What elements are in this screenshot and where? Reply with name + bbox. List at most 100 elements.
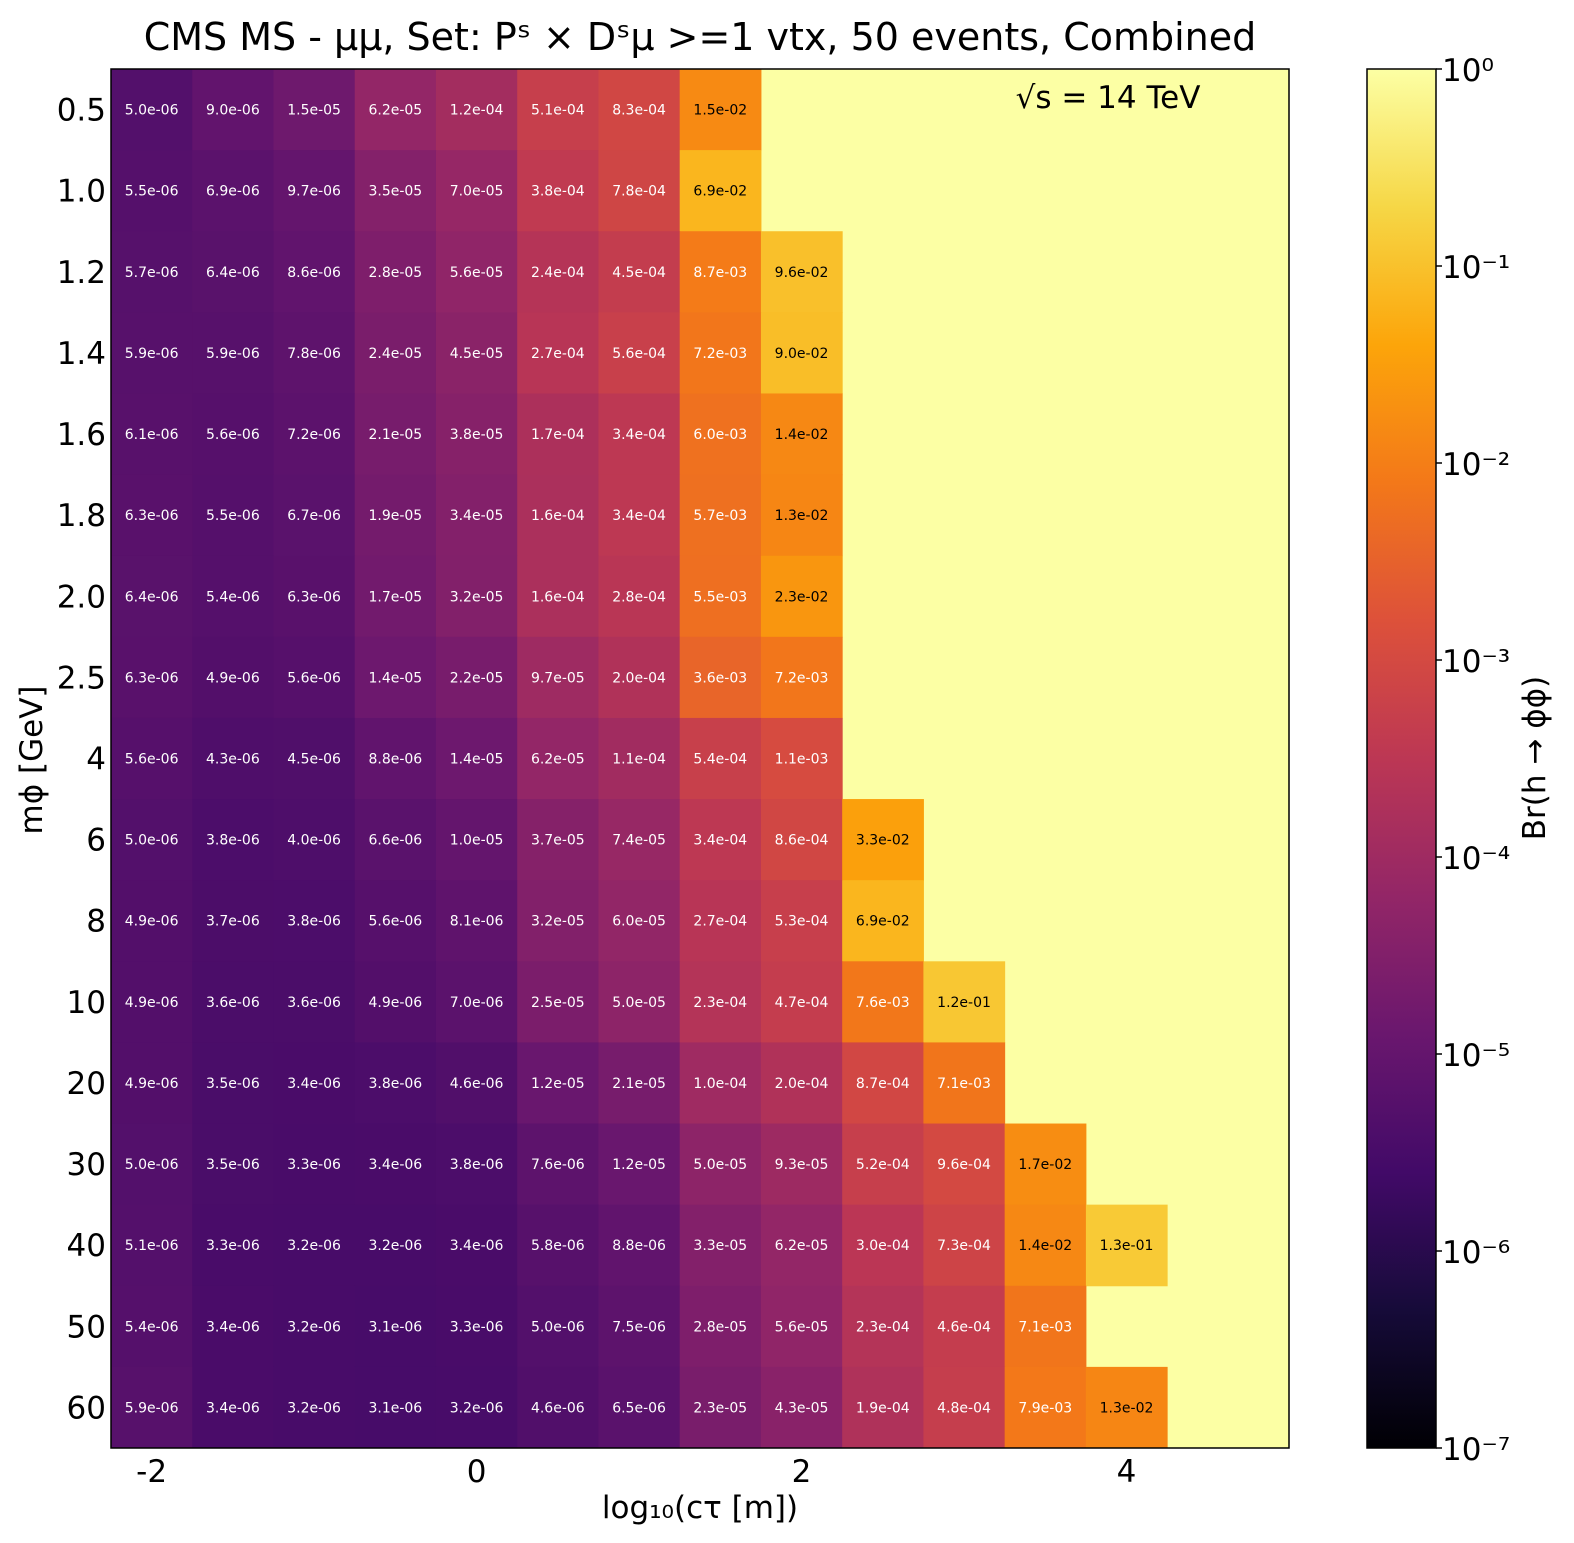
heatmap-cell [192, 717, 274, 800]
heatmap-cell [354, 1042, 437, 1125]
heatmap-cell [760, 1042, 843, 1125]
heatmap-cell [517, 231, 599, 313]
heatmap-cell [273, 1366, 356, 1449]
cell-value-label: 3.8e-04 [531, 184, 585, 200]
cell-value-label: 3.2e-05 [531, 914, 585, 930]
heatmap-cell [517, 880, 599, 962]
heatmap-cell [192, 474, 274, 557]
heatmap-cell [760, 961, 843, 1043]
heatmap-cell [435, 1204, 518, 1287]
cell-value-label: 7.5e-06 [612, 1319, 666, 1335]
cell-value-label: 3.3e-05 [693, 1238, 747, 1254]
heatmap-cell [598, 717, 681, 800]
cell-value-label: 2.3e-05 [693, 1400, 747, 1416]
heatmap-cell [354, 799, 437, 881]
x-axis-label: log₁₀(cτ [m]) [602, 1490, 798, 1526]
heatmap-cell [354, 69, 437, 151]
cell-value-label: 5.8e-06 [531, 1238, 585, 1254]
heatmap-cell [760, 717, 843, 800]
cell-value-label: 5.7e-03 [693, 508, 747, 524]
cell-value-label: 5.6e-05 [450, 265, 504, 281]
cell-value-label: 9.3e-05 [775, 1157, 829, 1173]
cell-value-label: 6.2e-05 [531, 752, 585, 768]
cell-value-label: 3.3e-06 [450, 1319, 504, 1335]
heatmap-cell [192, 555, 274, 638]
heatmap-cell [598, 555, 681, 638]
cell-value-label: 3.2e-06 [287, 1238, 341, 1254]
heatmap-cell [192, 1366, 274, 1449]
cell-value-label: 1.4e-05 [368, 670, 422, 686]
heatmap-cell [598, 312, 681, 394]
cell-value-label: 5.5e-06 [125, 184, 179, 200]
cell-value-label: 6.9e-02 [693, 184, 747, 200]
heatmap-cell [517, 312, 599, 394]
heatmap-cell [435, 393, 518, 476]
cell-value-label: 6.4e-06 [206, 265, 260, 281]
y-tick-label: 1.0 [57, 174, 106, 210]
heatmap-cell [760, 231, 843, 313]
y-tick-label: 10 [67, 985, 106, 1021]
cell-value-label: 1.6e-04 [531, 508, 585, 524]
heatmap-cell [273, 1123, 356, 1206]
cell-value-label: 1.2e-05 [612, 1157, 666, 1173]
cell-value-label: 8.8e-06 [612, 1238, 666, 1254]
heatmap-cell [842, 1366, 924, 1449]
heatmap-cell [273, 880, 356, 962]
cell-value-label: 1.2e-01 [937, 995, 991, 1011]
heatmap-cell [842, 1204, 924, 1287]
heatmap-cell [273, 231, 356, 313]
y-tick-label: 50 [67, 1309, 106, 1345]
cell-value-label: 6.2e-05 [775, 1238, 829, 1254]
cell-value-label: 5.9e-06 [206, 346, 260, 362]
colorbar-tick-label: 10⁻⁴ [1442, 841, 1510, 877]
cell-value-label: 8.8e-06 [368, 752, 422, 768]
cell-value-label: 1.9e-05 [368, 508, 422, 524]
y-tick-label: 40 [67, 1228, 106, 1264]
y-tick-label: 6 [86, 823, 106, 859]
cell-value-label: 9.0e-02 [775, 346, 829, 362]
heatmap-cell [111, 880, 193, 962]
cell-value-label: 7.0e-05 [450, 184, 504, 200]
cell-value-label: 5.2e-04 [856, 1157, 910, 1173]
cell-value-label: 9.6e-02 [775, 265, 829, 281]
x-axis-ticks: -2 0 2 4 [136, 1454, 1136, 1490]
cell-value-label: 8.7e-04 [856, 1076, 910, 1092]
heatmap-cell [1004, 1366, 1087, 1449]
cell-value-label: 5.9e-06 [125, 346, 179, 362]
cell-value-label: 7.4e-05 [612, 833, 666, 849]
heatmap-cell [435, 717, 518, 800]
heatmap-cell [679, 799, 762, 881]
cell-value-label: 1.4e-02 [1018, 1238, 1072, 1254]
heatmap-cell [435, 474, 518, 557]
cell-value-label: 4.6e-06 [450, 1076, 504, 1092]
cell-value-label: 7.2e-03 [775, 670, 829, 686]
heatmap-cell [760, 1285, 843, 1368]
y-tick-label: 8 [86, 904, 106, 940]
heatmap-cell [598, 880, 681, 962]
cell-value-label: 8.6e-06 [287, 265, 341, 281]
heatmap-cell [111, 150, 193, 232]
heatmap-cell [842, 880, 924, 962]
heatmap-cell [192, 880, 274, 962]
cell-value-label: 3.4e-06 [450, 1238, 504, 1254]
heatmap-cell [435, 799, 518, 881]
heatmap-cell [192, 636, 274, 719]
heatmap-cell [273, 799, 356, 881]
heatmap-cell [435, 231, 518, 313]
heatmap-cell [192, 1042, 274, 1125]
cell-value-label: 5.6e-06 [287, 670, 341, 686]
cell-value-label: 5.9e-06 [125, 1400, 179, 1416]
heatmap-cell [679, 312, 762, 394]
heatmap-cell [435, 1123, 518, 1206]
cell-value-label: 3.1e-06 [368, 1400, 422, 1416]
cell-value-label: 1.2e-05 [531, 1076, 585, 1092]
cell-value-label: 2.5e-05 [531, 995, 585, 1011]
cell-value-label: 3.4e-04 [612, 508, 666, 524]
y-tick-label: 20 [67, 1066, 106, 1102]
cell-value-label: 5.3e-04 [775, 914, 829, 930]
heatmap-cell [111, 717, 193, 800]
heatmap-cell [435, 961, 518, 1043]
y-tick-label: 2.5 [57, 660, 106, 696]
cell-value-label: 7.2e-06 [287, 427, 341, 443]
